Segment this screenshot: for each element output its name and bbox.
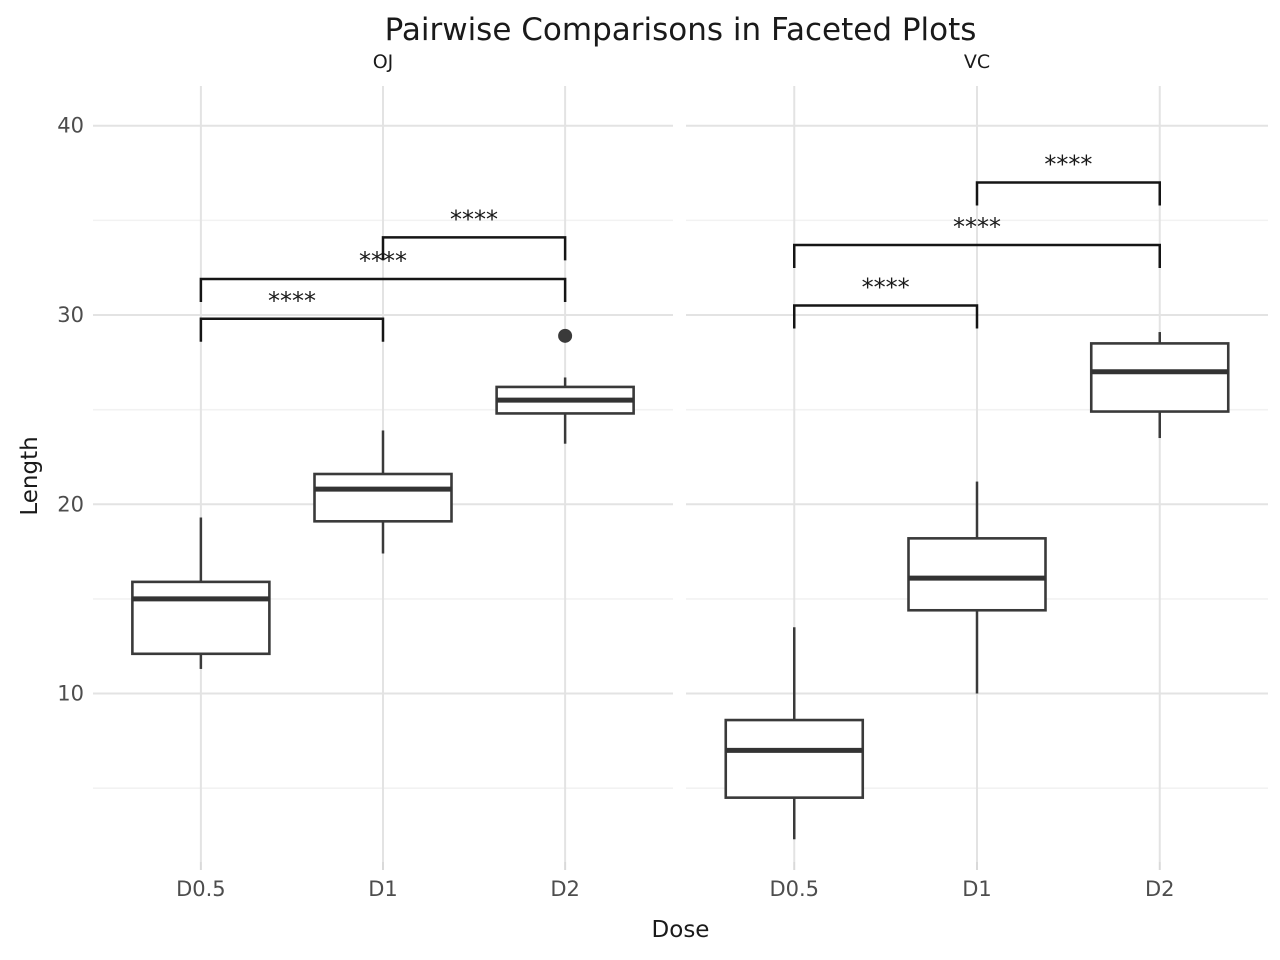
x-tick-label: D0.5 [176, 877, 226, 901]
outlier-point [558, 328, 573, 343]
box-iqr [313, 472, 453, 523]
significance-label: **** [268, 287, 316, 315]
box-iqr [131, 580, 271, 656]
significance-bracket [199, 317, 385, 342]
significance-bracket [793, 243, 1161, 268]
significance-bracket [975, 181, 1161, 206]
chart-title: Pairwise Comparisons in Faceted Plots [384, 12, 977, 48]
box-iqr [907, 537, 1047, 612]
x-axis-title: Dose [651, 917, 710, 943]
x-tick-label: D2 [550, 877, 580, 901]
box-iqr [724, 718, 865, 799]
x-tick-label: D1 [368, 877, 398, 901]
x-tick-label: D0.5 [769, 877, 819, 901]
significance-label: **** [862, 274, 910, 302]
significance-label: **** [450, 205, 498, 233]
significance-bracket [793, 304, 979, 329]
significance-bracket [199, 277, 567, 303]
y-tick-label: 10 [57, 682, 84, 706]
facet-label-vc: VC [963, 51, 991, 73]
significance-bracket [381, 236, 567, 261]
y-axis-title: Length [17, 436, 43, 516]
significance-label: **** [1044, 151, 1092, 179]
x-tick-label: D1 [962, 877, 992, 901]
box-iqr [1089, 342, 1230, 413]
x-tick-label: D2 [1145, 877, 1175, 901]
y-tick-label: 30 [57, 303, 84, 327]
y-tick-label: 40 [57, 114, 84, 138]
significance-label: **** [953, 213, 1001, 241]
y-tick-label: 20 [57, 492, 84, 516]
facet-label-oj: OJ [372, 51, 394, 73]
